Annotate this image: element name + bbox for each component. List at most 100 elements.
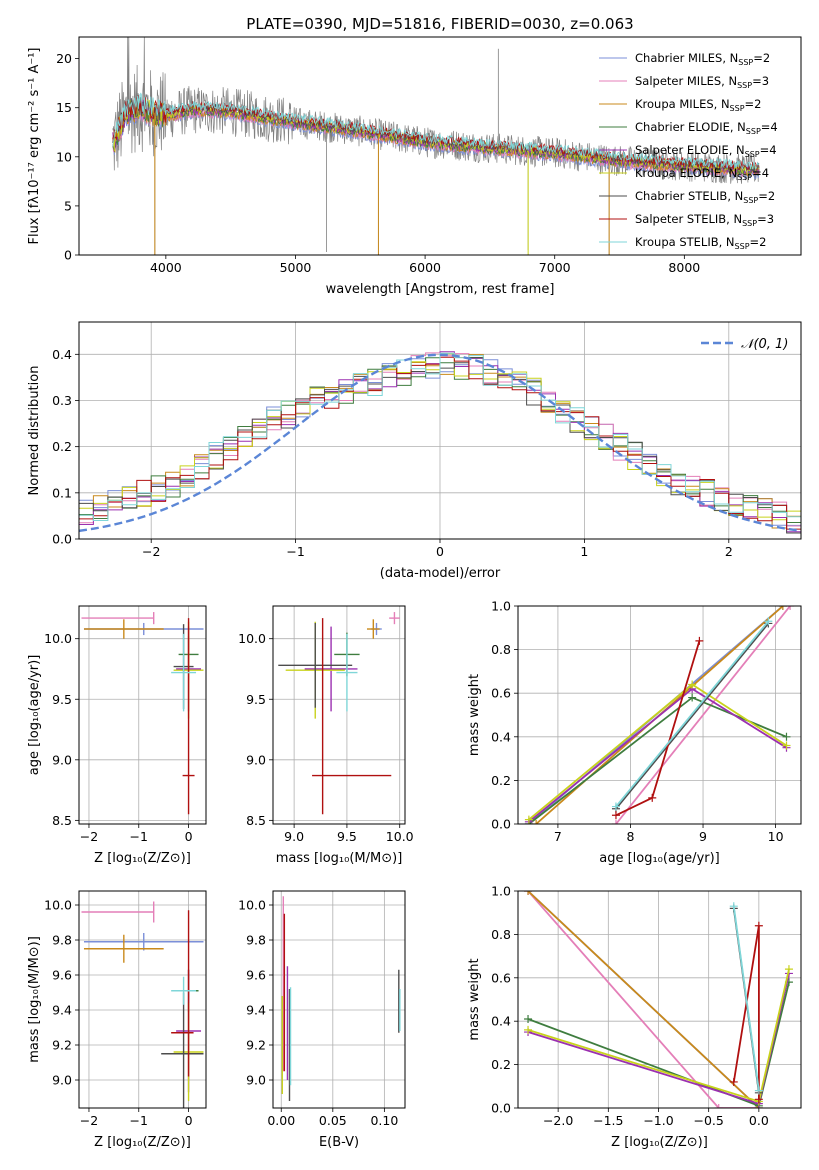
- weight-line-salpeter-miles: [615, 606, 791, 824]
- weight-line-salpeter-stelib: [615, 640, 701, 817]
- y-axis-label: Normed distribution: [27, 366, 42, 496]
- x-tick-label: 7: [554, 829, 562, 844]
- x-tick-label: 0: [185, 1113, 193, 1128]
- normal-curve: [79, 353, 801, 533]
- weight-point-salpeter-miles: [714, 1104, 723, 1108]
- x-axis-label: Z [log₁₀(Z/Z⊙)]: [94, 851, 191, 866]
- y-tick-label: 9.0: [246, 1073, 266, 1088]
- weight-point-salpeter-stelib: [729, 1077, 738, 1086]
- y-tick-label: 0.8: [491, 927, 511, 942]
- weight-point-salpeter-stelib: [695, 636, 704, 645]
- x-axis-label: Z [log₁₀(Z/Z⊙)]: [611, 1135, 708, 1150]
- model-spectrum-kroupa-stelib: [112, 92, 760, 170]
- plot-area: [524, 891, 793, 1108]
- y-axis-label: age [log₁₀(age/yr)]: [27, 655, 42, 776]
- y-tick-label: 10.0: [44, 631, 72, 646]
- x-tick-label: −1: [130, 829, 148, 844]
- y-tick-label: 9.5: [246, 692, 266, 707]
- x-tick-label: 10.0: [386, 829, 414, 844]
- weight-line-kroupa-stelib: [615, 620, 769, 808]
- x-tick-label: −2.0: [543, 1113, 573, 1128]
- weight-point-kroupa-miles: [778, 606, 787, 610]
- y-tick-label: 9.2: [246, 1038, 266, 1053]
- legend-label: Chabrier STELIB, NSSP=2: [635, 189, 775, 205]
- legend-label: 𝒩(0, 1): [741, 337, 788, 352]
- legend-label: Chabrier ELODIE, NSSP=4: [635, 120, 778, 136]
- panel-mass_vs_Z: −2 −1 0 9.0 9.2 9.4 9.6 9.8 10.0 Z [log₁₀(Z/Z⊙)] m…: [27, 890, 207, 1150]
- weight-point-kroupa-miles: [524, 891, 533, 895]
- y-tick-label: 9.2: [52, 1038, 72, 1053]
- weight-line-kroupa-stelib: [732, 906, 760, 1091]
- y-tick-label: 0.2: [491, 1057, 511, 1072]
- plot-area: [81, 612, 204, 815]
- legend-label: Kroupa ELODIE, NSSP=4: [635, 166, 769, 182]
- y-tick-label: 0.6: [491, 970, 511, 985]
- x-axis-label: wavelength [Angstrom, rest frame]: [326, 282, 555, 297]
- y-tick-label: 15: [56, 100, 72, 115]
- x-tick-label: 7000: [539, 260, 571, 275]
- x-tick-label: −2: [142, 544, 160, 559]
- weight-line-kroupa-miles: [527, 891, 760, 1108]
- y-tick-label: 8.5: [246, 813, 266, 828]
- weight-point-kroupa-elodie: [782, 741, 791, 750]
- y-tick-label: 0: [64, 248, 72, 263]
- x-tick-label: 10: [768, 829, 784, 844]
- y-tick-label: 20: [56, 51, 72, 66]
- y-axis-label: mass [log₁₀(M/M⊙)]: [27, 936, 42, 1063]
- axes-frame: [272, 605, 406, 825]
- weight-line-kroupa-elodie: [528, 683, 787, 821]
- legend-label: Salpeter MILES, NSSP=3: [635, 74, 769, 90]
- panel-age_vs_mass: 9.0 9.5 10.0 8.5 9.0 9.5 10.0 mass [log₁₀(M/M⊙)…: [238, 605, 414, 866]
- x-tick-label: 9.5: [337, 829, 357, 844]
- y-axis-label: mass weight: [467, 958, 482, 1040]
- weight-point-kroupa-miles: [532, 820, 541, 824]
- x-axis-label: age [log₁₀(age/yr)]: [599, 851, 720, 866]
- y-tick-label: 10.0: [238, 631, 266, 646]
- x-axis-label: Z [log₁₀(Z/Z⊙)]: [94, 1135, 191, 1150]
- plot-area: [278, 612, 400, 815]
- legend-label: Salpeter STELIB, NSSP=3: [635, 212, 774, 228]
- legend: Chabrier MILES, NSSP=2 Salpeter MILES, NS…: [599, 51, 778, 251]
- panel-residuals: −2 −1 0 1 2 0.0 0.1 0.2 0.3 0.4 (data-model)/error…: [27, 321, 802, 581]
- weight-line-salpeter-stelib: [732, 925, 760, 1100]
- x-tick-label: 1: [580, 544, 588, 559]
- x-tick-label: 4000: [150, 260, 182, 275]
- weight-point-salpeter-stelib: [611, 811, 620, 820]
- x-tick-label: 0.10: [370, 1113, 398, 1128]
- axes-frame: [517, 605, 802, 825]
- weight-point-salpeter-stelib: [754, 1095, 763, 1104]
- legend-label: Chabrier MILES, NSSP=2: [635, 51, 770, 67]
- y-tick-label: 0.2: [52, 439, 72, 454]
- panel-spectrum: 4000 5000 6000 7000 8000 0 5 10 15 20 wavelength […: [27, 36, 802, 297]
- figure-title: PLATE=0390, MJD=51816, FIBERID=0030, z=0…: [246, 15, 633, 33]
- x-tick-label: 2: [725, 544, 733, 559]
- plot-area: [524, 606, 795, 824]
- y-tick-label: 9.0: [246, 752, 266, 767]
- x-tick-label: −1.0: [643, 1113, 673, 1128]
- legend-label: Salpeter ELODIE, NSSP=4: [635, 143, 777, 159]
- axes-frame: [517, 890, 802, 1109]
- weight-point-kroupa-elodie: [688, 680, 697, 689]
- weight-line-chabrier-stelib: [615, 622, 769, 810]
- x-tick-label: −1: [286, 544, 304, 559]
- x-tick-label: 8000: [668, 260, 700, 275]
- histogram-kroupa-stelib: [79, 352, 801, 521]
- plot-area: [112, 37, 760, 255]
- x-axis-label: mass [log₁₀(M/M⊙)]: [276, 851, 403, 866]
- y-tick-label: 9.5: [52, 692, 72, 707]
- weight-point-chabrier-elodie: [688, 693, 697, 702]
- y-tick-label: 0.0: [52, 532, 72, 547]
- y-tick-label: 9.8: [52, 933, 72, 948]
- x-axis-label: (data-model)/error: [380, 566, 501, 581]
- x-tick-label: 0: [436, 544, 444, 559]
- y-axis-label: Flux [fλ10⁻¹⁷ erg cm⁻² s⁻¹ A⁻¹]: [27, 48, 42, 245]
- x-tick-label: −2: [80, 829, 98, 844]
- y-tick-label: 0.6: [491, 686, 511, 701]
- y-tick-label: 1.0: [491, 884, 511, 899]
- weight-point-salpeter-miles: [611, 820, 620, 824]
- y-tick-label: 9.6: [246, 968, 266, 983]
- weight-point-salpeter-stelib: [754, 921, 763, 930]
- x-tick-label: −1: [130, 1113, 148, 1128]
- x-tick-label: 0.0: [749, 1113, 769, 1128]
- x-tick-label: 5000: [280, 260, 312, 275]
